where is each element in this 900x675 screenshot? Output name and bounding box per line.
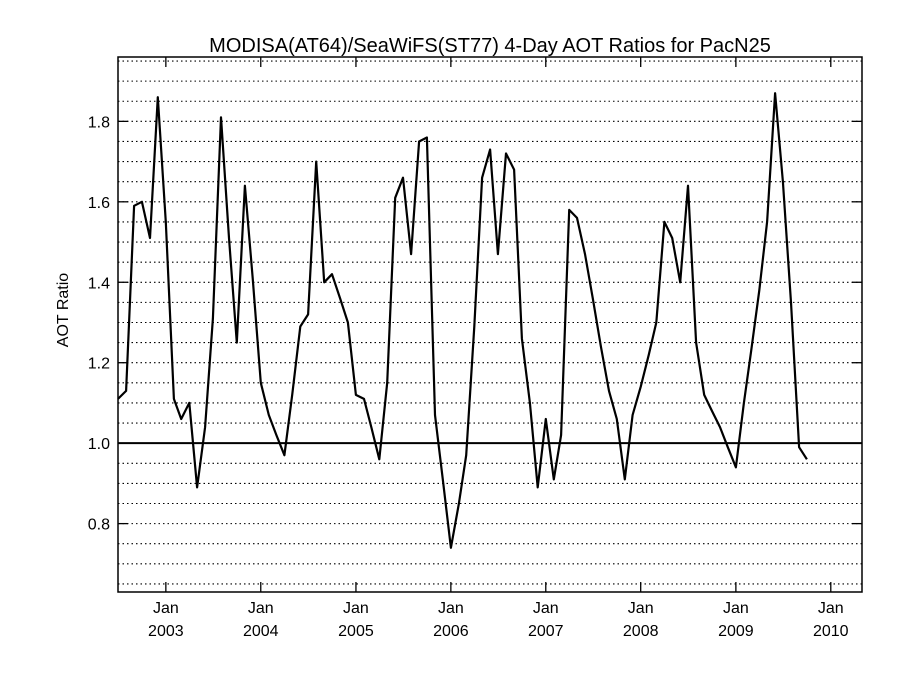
x-tick-label-year: 2010 bbox=[813, 623, 849, 640]
x-tick-label-month: Jan bbox=[533, 600, 559, 617]
gridlines bbox=[118, 60, 862, 585]
x-tick-label-year: 2003 bbox=[148, 623, 184, 640]
x-tick-label-year: 2004 bbox=[243, 623, 279, 640]
chart-title: MODISA(AT64)/SeaWiFS(ST77) 4-Day AOT Rat… bbox=[209, 35, 771, 57]
y-tick-label: 1.4 bbox=[88, 275, 110, 292]
x-tick-label-year: 2009 bbox=[718, 623, 754, 640]
y-tick-label: 1.6 bbox=[88, 195, 110, 212]
x-tick-label-year: 2006 bbox=[433, 623, 469, 640]
x-tick-label-month: Jan bbox=[248, 600, 274, 617]
series-line bbox=[117, 92, 808, 549]
y-tick-label: 0.8 bbox=[88, 517, 110, 534]
x-tick-label-month: Jan bbox=[723, 600, 749, 617]
x-tick-label-month: Jan bbox=[343, 600, 369, 617]
y-axis-label: AOT Ratio bbox=[55, 273, 72, 348]
tick-labels: 0.8 1.0 1.2 1.4 1.6 1.8 Jan 2003 Jan 2004 Jan 2005 J… bbox=[88, 114, 849, 640]
y-tick-label: 1.0 bbox=[88, 436, 110, 453]
x-tick-label-year: 2008 bbox=[623, 623, 659, 640]
x-tick-label-month: Jan bbox=[438, 600, 464, 617]
x-tick-label-year: 2007 bbox=[528, 623, 564, 640]
x-tick-label-month: Jan bbox=[628, 600, 654, 617]
x-tick-label-month: Jan bbox=[818, 600, 844, 617]
y-tick-label: 1.2 bbox=[88, 356, 110, 373]
axis-ticks bbox=[118, 57, 862, 592]
x-tick-label-year: 2005 bbox=[338, 623, 374, 640]
y-tick-label: 1.8 bbox=[88, 114, 110, 131]
plot-frame bbox=[117, 56, 863, 593]
x-tick-label-month: Jan bbox=[153, 600, 179, 617]
